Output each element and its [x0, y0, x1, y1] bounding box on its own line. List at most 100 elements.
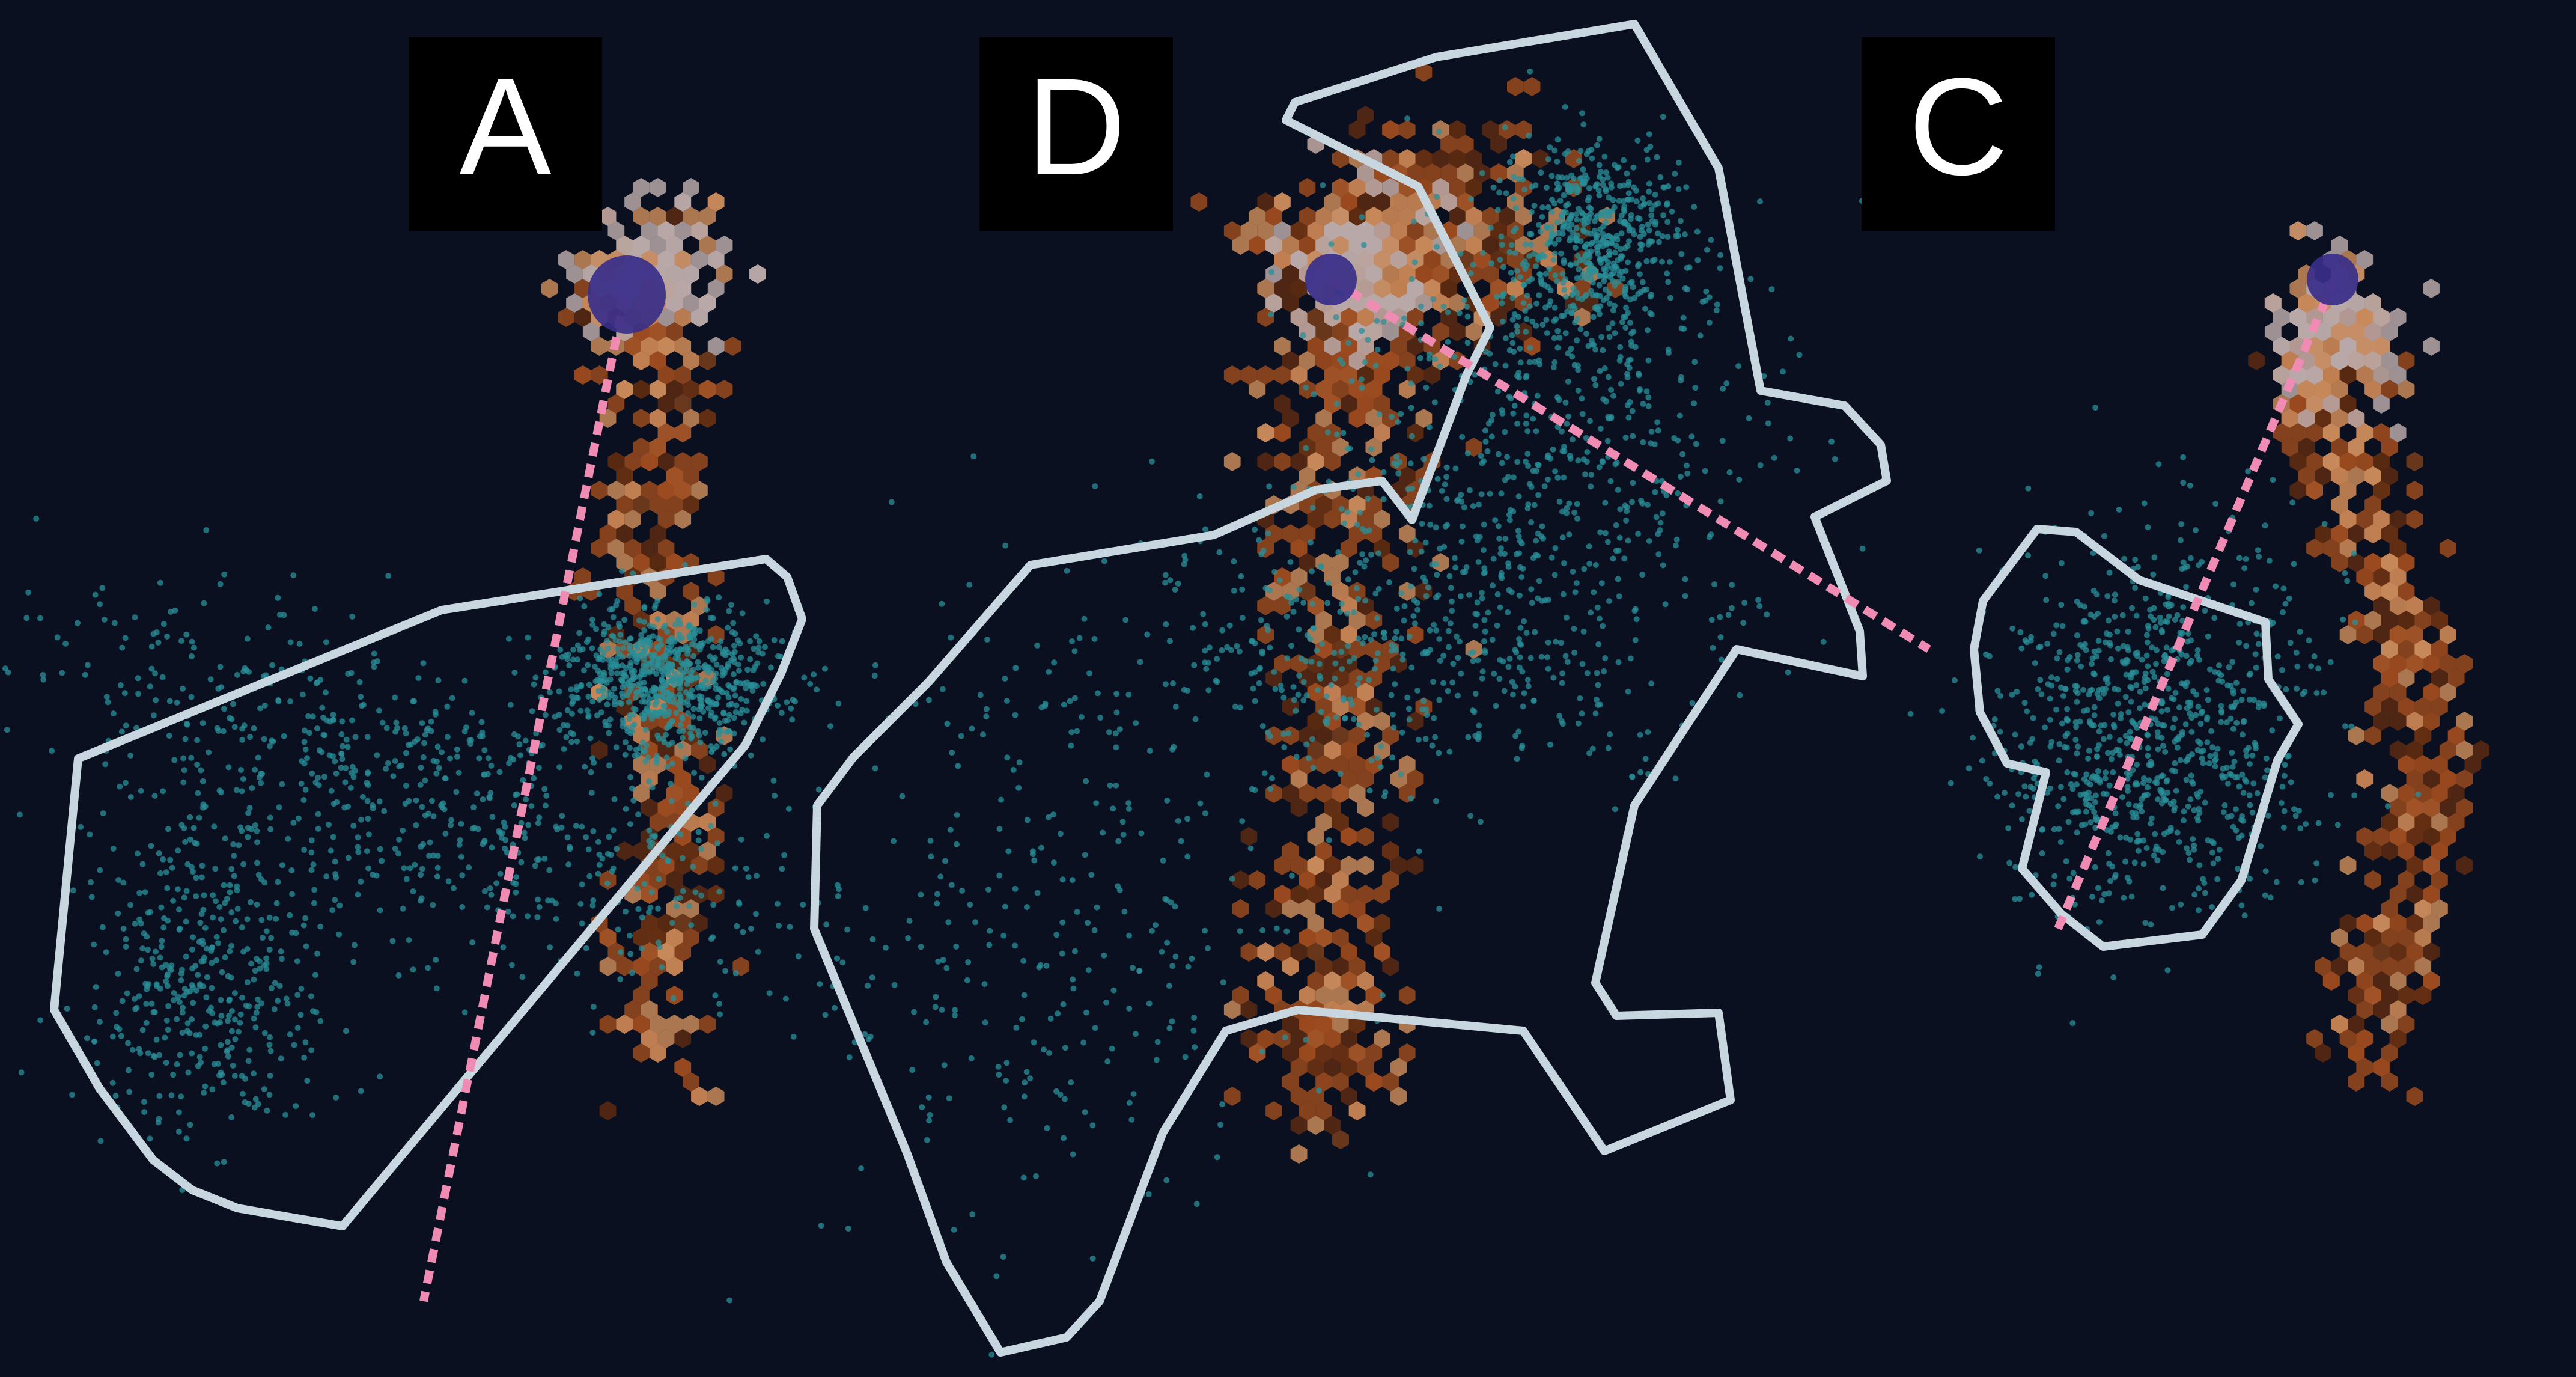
- hexbin-cell: [1274, 394, 1291, 414]
- scatter-point: [351, 942, 358, 948]
- scatter-point: [590, 897, 597, 903]
- scatter-point: [588, 790, 595, 796]
- scatter-point: [743, 685, 749, 691]
- scatter-point: [862, 905, 869, 911]
- scatter-point: [1635, 531, 1642, 537]
- scatter-point: [683, 689, 689, 695]
- scatter-point: [461, 1009, 468, 1016]
- hexbin-cell: [1374, 510, 1390, 529]
- scatter-point: [275, 594, 281, 601]
- scatter-point: [1502, 429, 1508, 435]
- scatter-point: [790, 1033, 797, 1040]
- scatter-point: [649, 668, 656, 674]
- hexbin-cell: [699, 841, 716, 861]
- scatter-point: [1615, 547, 1622, 554]
- scatter-point: [352, 734, 359, 740]
- scatter-point: [117, 783, 123, 790]
- hexbin-cell: [2406, 712, 2423, 731]
- scatter-point: [148, 643, 155, 650]
- scatter-point: [194, 762, 201, 768]
- scatter-point: [528, 803, 535, 810]
- scatter-point: [629, 676, 635, 683]
- scatter-point: [198, 767, 204, 774]
- scatter-point: [1625, 190, 1632, 197]
- scatter-point: [647, 695, 653, 702]
- scatter-point: [177, 1052, 183, 1058]
- scatter-point: [740, 929, 746, 935]
- scatter-point: [1565, 185, 1571, 192]
- scatter-point: [239, 828, 245, 834]
- scatter-point: [1597, 256, 1603, 263]
- scatter-point: [306, 730, 312, 736]
- hexbin-cell: [691, 914, 708, 933]
- scatter-point: [1606, 233, 1612, 239]
- hexbin-cell: [1357, 885, 1374, 904]
- scatter-point: [412, 739, 418, 745]
- scatter-point: [1395, 419, 1401, 425]
- hexbin-cell: [1374, 885, 1390, 904]
- hexbin-cell: [2423, 971, 2440, 991]
- hexbin-cell: [2364, 841, 2381, 861]
- scatter-point: [311, 887, 318, 893]
- scatter-point: [260, 935, 266, 941]
- scatter-point: [1496, 189, 1503, 196]
- scatter-point: [403, 876, 410, 882]
- scatter-point: [171, 757, 178, 763]
- scatter-point: [1526, 253, 1533, 260]
- hexbin-cell: [2447, 726, 2465, 745]
- scatter-point: [202, 1083, 209, 1090]
- scatter-point: [293, 930, 299, 936]
- scatter-point: [1612, 249, 1618, 256]
- scatter-point: [647, 905, 654, 911]
- scatter-point: [1362, 359, 1368, 365]
- scatter-point: [224, 896, 230, 902]
- scatter-point: [118, 1033, 124, 1039]
- scatter-point: [267, 1072, 273, 1079]
- hexbin-cell: [2348, 524, 2365, 543]
- scatter-point: [660, 736, 666, 742]
- scatter-point: [1569, 436, 1576, 443]
- scatter-point: [1333, 431, 1340, 438]
- hexbin-cell: [699, 293, 716, 313]
- hexbin-cell: [2315, 524, 2331, 543]
- hexbin-cell: [1332, 784, 1349, 803]
- scatter-point: [355, 891, 361, 898]
- scatter-point: [487, 885, 493, 891]
- scatter-point: [671, 682, 678, 688]
- hexbin-cell: [2356, 250, 2374, 269]
- hexbin-cell: [674, 510, 692, 529]
- hexbin-cell: [2464, 755, 2482, 774]
- scatter-point: [651, 605, 658, 611]
- scatter-point: [513, 874, 520, 881]
- hexbin-cell: [2339, 308, 2357, 327]
- scatter-point: [668, 798, 675, 804]
- hexbin-cell: [1257, 423, 1274, 442]
- scatter-point: [1592, 562, 1599, 568]
- scatter-point: [201, 600, 207, 606]
- scatter-point: [1717, 265, 1723, 272]
- hexbin-cell: [641, 337, 658, 356]
- scatter-point: [720, 648, 726, 655]
- scatter-point: [1411, 259, 1418, 266]
- hexbin-cell: [1365, 322, 1383, 341]
- scatter-point: [231, 1073, 238, 1079]
- scatter-point: [178, 970, 184, 977]
- scatter-point: [269, 737, 275, 744]
- scatter-point: [677, 685, 683, 692]
- scatter-point: [199, 720, 206, 727]
- hexbin-cell: [1232, 899, 1249, 918]
- scatter-point: [332, 858, 338, 865]
- scatter-point: [635, 906, 642, 912]
- hexbin-cell: [2373, 625, 2390, 644]
- scatter-point: [654, 712, 661, 719]
- scatter-point: [1591, 589, 1597, 596]
- hexbin-cell: [1274, 452, 1291, 471]
- scatter-point: [1372, 362, 1379, 369]
- scatter-point: [721, 751, 728, 757]
- scatter-point: [721, 670, 728, 677]
- scatter-point: [1735, 363, 1742, 370]
- hexbin-cell: [707, 827, 725, 846]
- scatter-point: [536, 904, 543, 910]
- hexbin-cell: [1223, 1000, 1241, 1019]
- scatter-point: [428, 718, 434, 725]
